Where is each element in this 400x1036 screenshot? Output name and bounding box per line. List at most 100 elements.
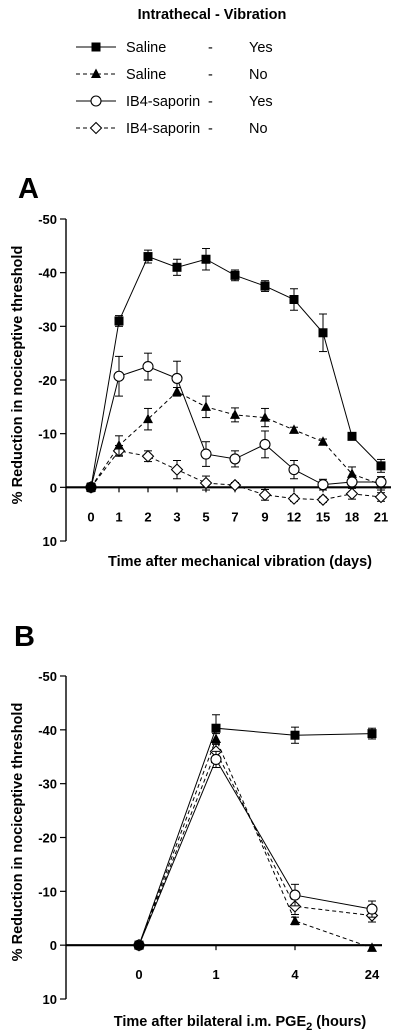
panel-a-data-point-s2 bbox=[229, 453, 241, 465]
legend-title: Intrathecal - Vibration bbox=[138, 7, 287, 23]
legend-treatment-0: Saline bbox=[126, 40, 166, 56]
panel-b-ylabel: % Reduction in nociceptive threshold bbox=[10, 703, 26, 962]
panel-a-xtick-label: 7 bbox=[231, 509, 238, 524]
panel-a-xtick-label: 12 bbox=[287, 509, 301, 524]
panel-a-data-point-s3 bbox=[170, 463, 184, 476]
panel-b-ytick-label: -20 bbox=[38, 831, 57, 846]
panel-a-ytick-label: -10 bbox=[38, 427, 57, 442]
legend-treatment-3: IB4-saporin bbox=[126, 121, 200, 137]
panel-a-data-point-s2 bbox=[113, 370, 125, 382]
legend-vibration-0: Yes bbox=[249, 40, 273, 56]
panel-b-ytick-label: -10 bbox=[38, 884, 57, 899]
panel-a-data-point-s2 bbox=[200, 448, 212, 460]
panel-a-data-point-s0 bbox=[172, 262, 182, 272]
panel-a-xtick-label: 18 bbox=[345, 509, 359, 524]
panel-a-data-point-s2 bbox=[346, 476, 358, 488]
panel-a-data-point-s2 bbox=[142, 361, 154, 373]
panel-a-data-point-s2 bbox=[317, 479, 329, 491]
panel-b-data-point-s2 bbox=[289, 889, 301, 901]
panel-a-data-point-s1 bbox=[318, 436, 328, 446]
panel-a-data-point-s0 bbox=[114, 316, 124, 326]
panel-a-xtick-label: 15 bbox=[316, 509, 330, 524]
legend-treatment-1: Saline bbox=[126, 67, 166, 83]
panel-a-data-point-s3 bbox=[228, 478, 242, 492]
panel-a-data-point-s0 bbox=[376, 461, 386, 471]
panel-a-data-point-s1 bbox=[289, 424, 299, 434]
legend-marker-3 bbox=[89, 121, 103, 135]
panel-b-ytick-label: 0 bbox=[50, 938, 57, 953]
legend-vibration-2: Yes bbox=[249, 94, 273, 110]
panel-a-ylabel: % Reduction in nociceptive threshold bbox=[10, 246, 26, 505]
panel-a-plot: 100-10-20-30-40-500 1 2 3 5 7 9 12 15 18 21 bbox=[38, 212, 391, 549]
panel-a-data-point-s3 bbox=[141, 449, 155, 463]
panel-a-data-point-s2 bbox=[171, 372, 183, 384]
legend-dash-0: - bbox=[208, 40, 213, 56]
legend-marker-1 bbox=[91, 68, 101, 78]
panel-a-xlabel: Time after mechanical vibration (days) bbox=[108, 554, 372, 570]
panel-b-xlabel-sub: 2 bbox=[306, 1021, 312, 1033]
panel-b-data-point-s0 bbox=[134, 940, 144, 950]
panel-a-data-point-s2 bbox=[288, 464, 300, 476]
panel-a-data-point-s2 bbox=[259, 438, 271, 450]
panel-a-data-point-s0 bbox=[289, 295, 299, 304]
legend-treatment-2: IB4-saporin bbox=[126, 94, 200, 110]
panel-a-xtick-label: 1 bbox=[115, 509, 122, 524]
panel-a-data-point-s3 bbox=[374, 490, 388, 504]
panel-a-xtick-label: 2 bbox=[144, 509, 151, 524]
legend-marker-2 bbox=[90, 95, 102, 107]
panel-b-series-line-2 bbox=[138, 758, 373, 946]
panel-a-data-point-s0 bbox=[318, 328, 328, 338]
panel-a-data-point-s3 bbox=[258, 488, 272, 502]
panel-b-series-line-0 bbox=[138, 727, 373, 946]
panel-b-data-point-s1 bbox=[367, 942, 377, 952]
panel-a-data-point-s0 bbox=[143, 252, 153, 262]
panel-b-xtick-label: 24 bbox=[365, 967, 380, 982]
panel-a-data-point-s0 bbox=[347, 431, 357, 441]
panel-a-xtick-label: 0 bbox=[87, 509, 94, 524]
panel-a-data-point-s2 bbox=[375, 476, 387, 488]
panel-a-data-point-s3 bbox=[345, 487, 359, 501]
panel-a-data-point-s3 bbox=[316, 493, 330, 506]
panel-b-xlabel-tail: (hours) bbox=[312, 1014, 366, 1030]
legend-marker-0 bbox=[91, 42, 101, 52]
panel-a-data-point-s0 bbox=[201, 254, 211, 264]
panel-b-ytick-label: -30 bbox=[38, 777, 57, 792]
panel-b-ytick-label: 10 bbox=[43, 992, 57, 1007]
panel-a-data-point-s3 bbox=[199, 476, 213, 490]
panel-a-ytick-label: -40 bbox=[38, 266, 57, 281]
panel-b-data-point-s0 bbox=[290, 730, 300, 740]
panel-a-xtick-label: 21 bbox=[374, 509, 388, 524]
panel-b-series-line-1 bbox=[138, 737, 373, 949]
panel-a-ytick-label: 10 bbox=[43, 534, 57, 549]
panel-a-data-point-s1 bbox=[143, 413, 153, 424]
panel-a-data-point-s0 bbox=[86, 482, 96, 492]
panel-a-series-line-0 bbox=[90, 255, 382, 488]
panel-b-xlabel: Time after bilateral i.m. PGE2 (hours) bbox=[114, 1014, 367, 1033]
panel-b-data-point-s0 bbox=[211, 723, 221, 733]
legend-vibration-1: No bbox=[249, 67, 268, 83]
panel-b-xtick-label: 0 bbox=[135, 967, 142, 982]
panel-a-data-point-s3 bbox=[287, 492, 301, 505]
panel-b: B % Reduction in nociceptive threshold T… bbox=[10, 621, 382, 1033]
panel-a-xtick-label: 9 bbox=[261, 509, 268, 524]
legend-dash-2: - bbox=[208, 94, 213, 110]
panel-a-data-point-s1 bbox=[114, 439, 124, 450]
panel-a-ytick-label: 0 bbox=[50, 480, 57, 495]
legend-dash-1: - bbox=[208, 67, 213, 83]
panel-a-data-point-s1 bbox=[201, 401, 211, 411]
panel-b-data-point-s2 bbox=[210, 753, 222, 765]
legend-dash-3: - bbox=[208, 121, 213, 137]
panel-a-label: A bbox=[18, 173, 39, 205]
panel-b-ytick-label: -50 bbox=[38, 669, 57, 684]
panel-a-data-point-s1 bbox=[260, 412, 270, 422]
panel-a-ytick-label: -50 bbox=[38, 212, 57, 227]
panel-a-xtick-label: 3 bbox=[173, 509, 180, 524]
panel-b-data-point-s0 bbox=[367, 729, 377, 739]
panel-b-plot: 10 0 -10 -20 -30 -40 -50 0 1 4 24 bbox=[38, 669, 382, 1007]
panel-b-data-point-s3 bbox=[288, 900, 302, 913]
panel-b-xtick-label: 1 bbox=[212, 967, 219, 982]
panel-b-xtick-label: 4 bbox=[291, 967, 299, 982]
panel-b-ytick-label: -40 bbox=[38, 723, 57, 738]
